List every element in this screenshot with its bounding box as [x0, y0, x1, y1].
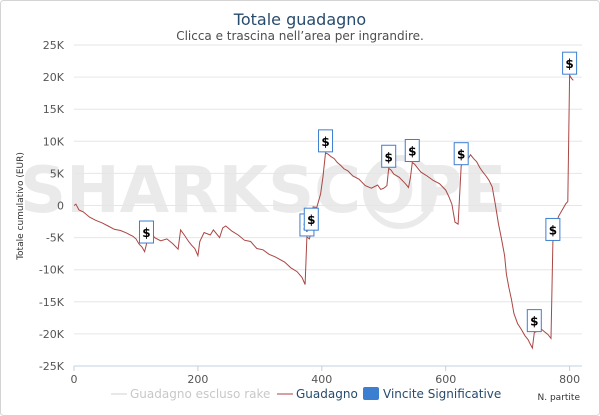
series-line-guadagno — [73, 73, 574, 350]
watermark-crosshair-icon — [363, 155, 437, 229]
legend-label: Guadagno — [296, 387, 358, 401]
y-tick-label: -5K — [46, 232, 65, 245]
flag-box — [138, 220, 154, 244]
significant-win-flag[interactable]: $ — [562, 51, 578, 75]
significant-win-flag[interactable]: $ — [453, 142, 469, 166]
chart-title: Totale guadagno — [233, 10, 366, 29]
y-axis-ticks: -25K -20K -15K -10K -5K 0 5K 10K 15K 20K 25K — [39, 39, 65, 373]
legend-label: Guadagno escluso rake — [130, 387, 270, 401]
flag-box — [318, 129, 334, 153]
y-axis-title: Totale cumulativo (EUR) — [16, 152, 26, 261]
flag-box — [303, 207, 319, 231]
significant-win-flag[interactable]: $ — [381, 144, 397, 168]
significant-wins-flags[interactable]: $$$$$$$$$$ — [138, 51, 578, 333]
legend-label: Vincite Significative — [383, 387, 501, 401]
flag-label: $ — [307, 213, 315, 227]
significant-win-flag[interactable]: $ — [318, 129, 334, 153]
legend-item-guadagno-escluso-rake[interactable]: Guadagno escluso rake — [111, 387, 270, 401]
chart-subtitle: Clicca e trascina nell’area per ingrandi… — [176, 29, 424, 43]
x-axis-ticks: 0 200 400 600 800 — [71, 366, 580, 386]
y-tick-label: -10K — [39, 264, 65, 277]
legend-item-guadagno[interactable]: Guadagno — [277, 387, 358, 401]
x-tick-label: 600 — [435, 373, 456, 386]
x-axis-title: N. partite — [538, 393, 581, 403]
y-tick-label: 25K — [43, 39, 65, 52]
x-tick-label: 200 — [187, 373, 208, 386]
x-tick-label: 0 — [71, 373, 78, 386]
flag-label: $ — [530, 315, 538, 329]
significant-win-flag[interactable]: $ — [404, 138, 420, 162]
y-tick-label: 20K — [43, 71, 65, 84]
flag-box — [545, 217, 561, 241]
watermark-logo: SHARKSCOPE — [20, 154, 506, 229]
x-tick-label: 400 — [311, 373, 332, 386]
flag-label: $ — [385, 150, 393, 164]
flag-box — [526, 309, 542, 333]
y-tick-label: -20K — [39, 328, 65, 341]
y-tick-label: -15K — [39, 296, 65, 309]
y-tick-label: 5K — [50, 167, 65, 180]
series-lines — [73, 73, 574, 350]
watermark-text: SHARKSCOPE — [20, 154, 506, 228]
legend-item-vincite-significative[interactable]: Vincite Significative — [363, 387, 501, 401]
y-tick-label: 10K — [43, 135, 65, 148]
legend-flag-icon — [363, 387, 379, 400]
flag-box — [404, 138, 420, 162]
y-tick-label: 0 — [57, 200, 64, 213]
y-tick-label: 15K — [43, 103, 65, 116]
flag-box — [453, 142, 469, 166]
significant-win-flag[interactable]: $ — [526, 309, 542, 333]
flag-label: $ — [549, 223, 557, 237]
flag-label: $ — [142, 226, 150, 240]
flag-label: $ — [457, 148, 465, 162]
significant-win-flag[interactable]: $ — [138, 220, 154, 244]
grid-lines — [74, 44, 582, 367]
flag-box — [562, 51, 578, 75]
legend[interactable]: Guadagno escluso rake Guadagno Vincite S… — [111, 387, 501, 401]
significant-win-flag[interactable]: $ — [545, 217, 561, 241]
flag-label: $ — [408, 144, 416, 158]
flag-label: $ — [565, 57, 573, 71]
x-tick-label: 800 — [559, 373, 580, 386]
y-tick-label: -25K — [39, 360, 65, 373]
flag-box — [381, 144, 397, 168]
significant-win-flag[interactable]: $ — [303, 207, 319, 231]
flag-label: $ — [321, 135, 329, 149]
